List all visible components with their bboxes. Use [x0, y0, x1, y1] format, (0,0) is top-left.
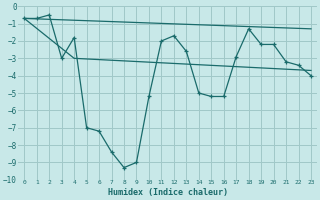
X-axis label: Humidex (Indice chaleur): Humidex (Indice chaleur) [108, 188, 228, 197]
